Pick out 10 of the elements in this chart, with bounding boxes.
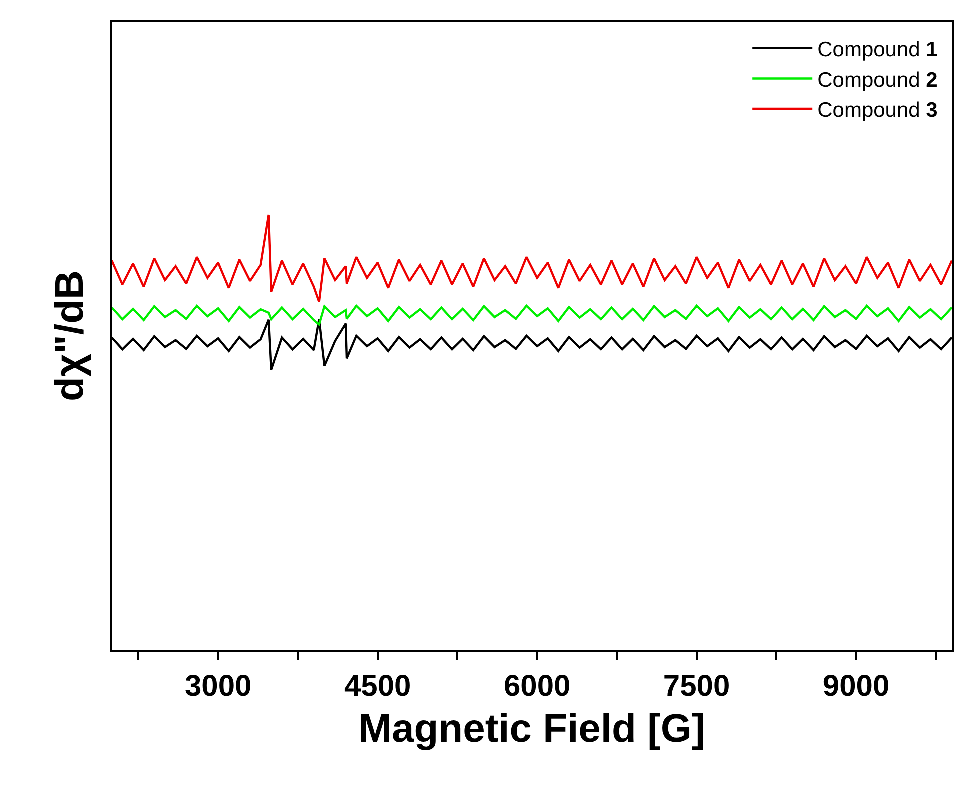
y-axis-title: dχ"/dB [48,270,92,402]
x-tick-label: 3000 [184,670,252,703]
x-axis-title: Magnetic Field [G] [358,707,706,751]
x-tick-label: 4500 [344,670,412,703]
x-tick-label: 7500 [663,670,730,703]
x-tick-label: 6000 [504,670,571,703]
x-tick-label: 9000 [822,670,890,703]
legend-label: Compound 2 [818,68,938,92]
legend-label: Compound 1 [818,38,938,62]
legend-label: Compound 3 [818,99,938,122]
